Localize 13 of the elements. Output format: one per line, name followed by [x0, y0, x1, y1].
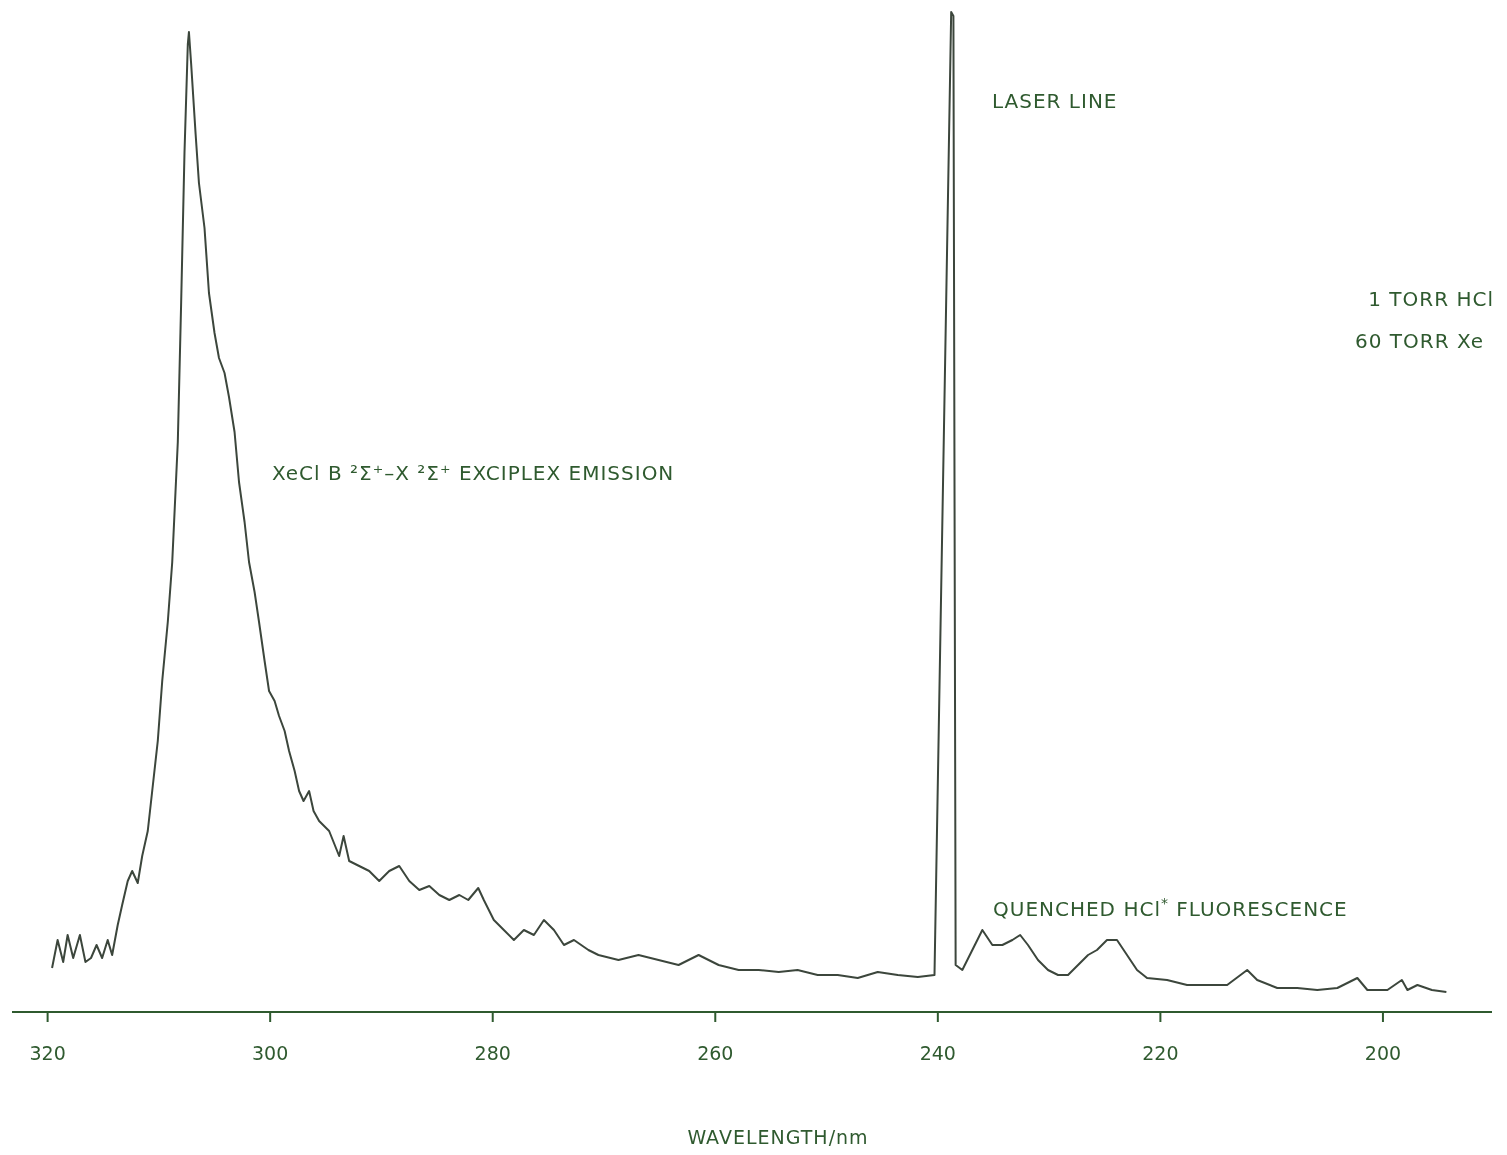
x-tick-label: 220	[1142, 1042, 1179, 1064]
x-tick-label: 320	[29, 1042, 66, 1064]
annotation: QUENCHED HCl$^{*}$ FLUORESCENCE	[993, 895, 1348, 921]
annotation: XeCl B ²Σ⁺–X ²Σ⁺ EXCIPLEX EMISSION	[272, 461, 675, 485]
annotation: LASER LINE	[992, 89, 1118, 113]
annotation: 60 TORR Xe	[1354, 329, 1484, 353]
x-tick-label: 280	[474, 1042, 511, 1064]
x-tick-label: 260	[697, 1042, 734, 1064]
x-tick-label: 200	[1364, 1042, 1402, 1064]
x-tick-label: 240	[919, 1042, 956, 1064]
annotation: 1 TORR HCl	[1368, 287, 1494, 311]
x-tick-label: 300	[252, 1042, 289, 1064]
x-axis-title: WAVELENGTH/nm	[687, 1126, 869, 1148]
